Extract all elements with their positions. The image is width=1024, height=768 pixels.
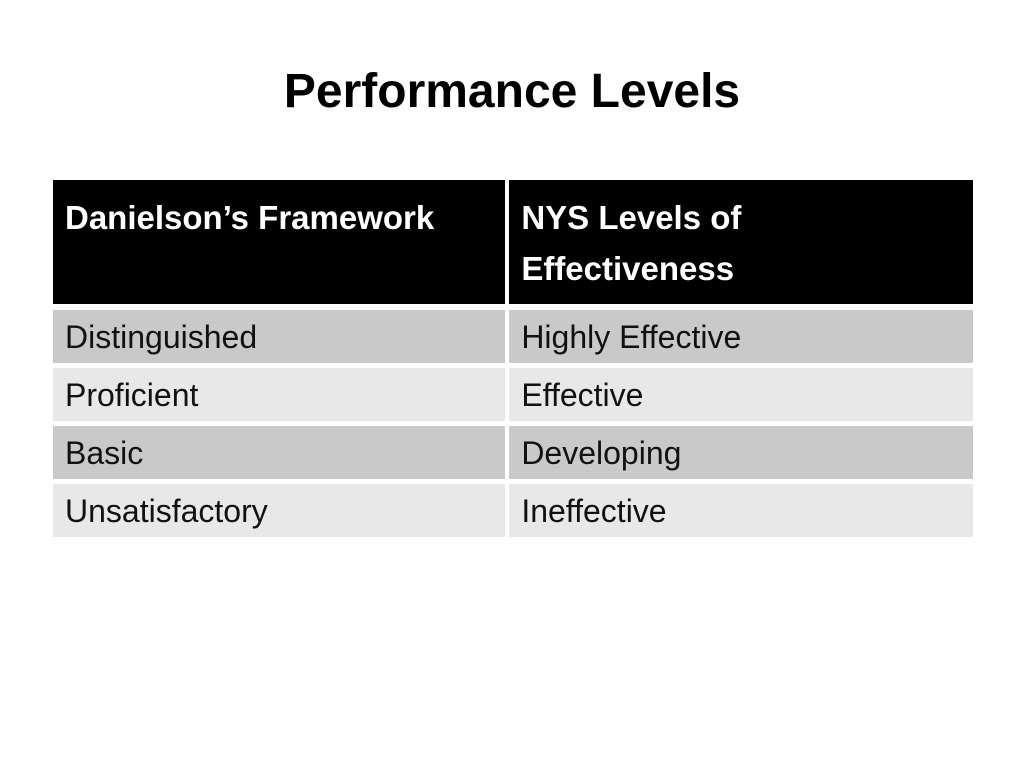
cell-nys-highly-effective: Highly Effective <box>509 310 973 369</box>
column-header-nys-levels: NYS Levels of Effectiveness <box>509 180 973 311</box>
cell-nys-ineffective: Ineffective <box>509 484 973 538</box>
table-row-proficient: Proficient Effective <box>53 368 973 427</box>
cell-framework-proficient: Proficient <box>53 368 510 427</box>
table-row-unsatisfactory: Unsatisfactory Ineffective <box>53 484 973 538</box>
table-row-distinguished: Distinguished Highly Effective <box>53 310 973 369</box>
performance-levels-table: Danielson’s Framework NYS Levels of Effe… <box>53 180 973 538</box>
cell-nys-developing: Developing <box>509 426 973 485</box>
table-header-row: Danielson’s Framework NYS Levels of Effe… <box>53 180 973 311</box>
cell-framework-basic: Basic <box>53 426 510 485</box>
column-header-danielson-framework: Danielson’s Framework <box>53 180 510 311</box>
cell-nys-effective: Effective <box>509 368 973 427</box>
cell-framework-unsatisfactory: Unsatisfactory <box>53 484 510 538</box>
cell-framework-distinguished: Distinguished <box>53 310 510 369</box>
slide-title: Performance Levels <box>283 65 741 118</box>
table-row-basic: Basic Developing <box>53 426 973 485</box>
